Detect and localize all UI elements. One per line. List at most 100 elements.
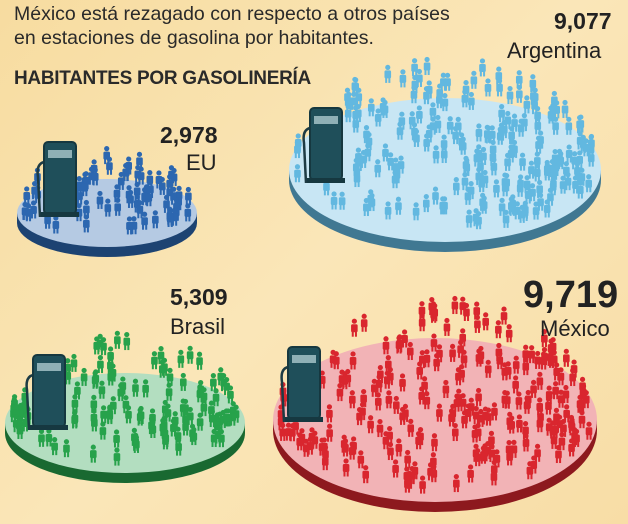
person-icon — [534, 350, 541, 369]
person-icon — [418, 313, 426, 332]
gas-pump-icon — [25, 354, 68, 431]
person-icon — [70, 353, 78, 372]
person-icon — [453, 473, 460, 493]
person-icon — [573, 428, 580, 447]
person-icon — [64, 366, 72, 385]
person-icon — [395, 438, 403, 457]
person-icon — [515, 391, 523, 410]
person-icon — [528, 160, 535, 179]
person-icon — [552, 116, 559, 135]
person-icon — [16, 420, 24, 439]
person-icon — [353, 168, 361, 188]
person-icon — [96, 190, 104, 209]
person-icon — [506, 447, 513, 466]
person-icon — [99, 421, 107, 440]
person-icon — [561, 99, 569, 118]
person-icon — [384, 201, 392, 220]
person-icon — [430, 304, 437, 323]
person-icon — [576, 115, 583, 134]
person-icon — [482, 312, 489, 331]
person-icon — [459, 393, 467, 412]
person-icon — [368, 192, 376, 212]
person-icon — [302, 438, 310, 457]
person-icon — [374, 159, 382, 178]
person-icon — [480, 195, 488, 214]
person-icon — [384, 64, 392, 83]
person-icon — [423, 133, 430, 152]
person-icon — [563, 348, 570, 367]
person-icon — [423, 86, 430, 105]
person-icon — [25, 203, 32, 222]
person-icon — [106, 156, 113, 175]
person-icon — [326, 404, 333, 423]
person-icon — [279, 422, 286, 441]
person-icon — [133, 434, 140, 453]
person-icon — [557, 389, 565, 408]
person-icon — [459, 136, 467, 155]
person-icon — [404, 449, 411, 468]
person-icon — [410, 85, 418, 104]
person-icon — [382, 143, 389, 162]
person-icon — [461, 410, 468, 429]
person-icon — [512, 355, 520, 374]
person-icon — [501, 362, 509, 381]
person-icon — [100, 337, 107, 356]
person-icon — [392, 459, 399, 478]
person-icon — [395, 196, 402, 215]
person-icon — [392, 395, 400, 414]
person-icon — [547, 105, 555, 124]
person-icon — [376, 418, 384, 438]
person-icon — [508, 415, 516, 434]
person-icon — [578, 410, 586, 429]
person-icon — [453, 177, 460, 196]
person-icon — [490, 467, 498, 486]
person-icon — [212, 388, 220, 407]
person-icon — [464, 186, 472, 205]
person-icon — [186, 345, 194, 364]
person-icon — [503, 390, 511, 409]
person-icon — [449, 343, 456, 362]
person-icon — [534, 163, 541, 182]
person-icon — [175, 437, 182, 456]
disk-group-argentina — [289, 56, 601, 252]
intro-text: México está rezagado con respecto a otro… — [14, 3, 450, 49]
person-icon — [190, 426, 198, 446]
person-icon — [475, 123, 483, 142]
person-icon — [540, 351, 547, 370]
person-icon — [166, 208, 174, 227]
person-icon — [461, 89, 469, 108]
person-icon — [485, 407, 492, 426]
person-icon — [89, 444, 97, 463]
person-icon — [505, 324, 513, 343]
person-icon — [501, 178, 509, 197]
person-icon — [91, 167, 99, 186]
person-icon — [522, 357, 530, 376]
person-icon — [374, 108, 382, 127]
person-icon — [491, 402, 498, 421]
person-icon — [113, 429, 120, 448]
person-icon — [468, 91, 475, 110]
person-icon — [432, 186, 439, 205]
person-icon — [196, 412, 204, 431]
person-icon — [342, 438, 349, 457]
person-icon — [371, 378, 378, 397]
person-icon — [452, 126, 459, 145]
person-icon — [210, 428, 218, 448]
person-icon — [506, 85, 514, 105]
person-icon — [485, 125, 492, 144]
person-icon — [502, 209, 510, 228]
person-icon — [332, 351, 340, 370]
person-icon — [344, 104, 352, 123]
person-icon — [541, 329, 548, 348]
person-icon — [474, 448, 481, 467]
person-icon — [550, 349, 558, 368]
person-icon — [338, 191, 346, 210]
person-icon — [97, 354, 104, 374]
gas-pump-icon — [280, 346, 323, 423]
person-icon — [151, 351, 158, 370]
disk-group-brasil — [5, 330, 245, 483]
person-icon — [387, 441, 394, 461]
person-icon — [495, 320, 502, 339]
person-icon — [363, 197, 370, 217]
person-icon — [22, 413, 29, 432]
